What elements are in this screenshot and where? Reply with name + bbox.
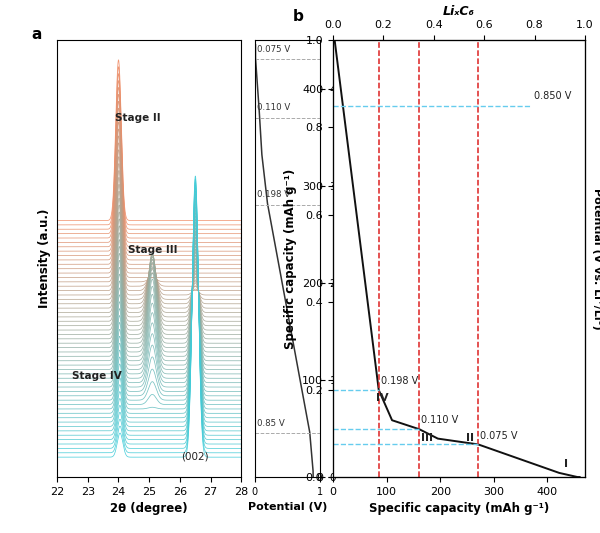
Text: I: I [564,459,568,470]
Text: Stage II: Stage II [115,113,161,123]
Text: a: a [31,27,41,42]
Text: Stage IV: Stage IV [73,371,122,381]
Text: Stage III: Stage III [128,245,177,255]
Text: 0.198 V: 0.198 V [381,376,419,386]
X-axis label: 2θ (degree): 2θ (degree) [110,502,188,515]
X-axis label: Specific capacity (mAh g⁻¹): Specific capacity (mAh g⁻¹) [369,502,549,515]
Text: 0.85 V: 0.85 V [257,418,284,427]
X-axis label: LiₓC₆: LiₓC₆ [443,5,475,18]
Text: 0.075 V: 0.075 V [257,45,290,54]
Y-axis label: Specific capacity (mAh g⁻¹): Specific capacity (mAh g⁻¹) [284,168,296,349]
Text: 0.075 V: 0.075 V [481,431,518,441]
Text: II: II [466,433,474,443]
Y-axis label: Potential (V vs. Li⁺/Li⁰): Potential (V vs. Li⁺/Li⁰) [592,188,600,329]
Text: b: b [293,10,304,25]
Text: 0.110 V: 0.110 V [421,415,459,425]
Text: 0.850 V: 0.850 V [534,91,571,101]
Text: 0.110 V: 0.110 V [257,103,290,112]
Text: (002): (002) [182,451,209,462]
Y-axis label: Specific capacity (mAh g$^{-1}$): Specific capacity (mAh g$^{-1}$) [347,178,363,339]
Y-axis label: Intensity (a.u.): Intensity (a.u.) [38,209,52,308]
X-axis label: Potential (V): Potential (V) [248,502,327,512]
Text: IV: IV [376,392,389,402]
Text: 0.198 V: 0.198 V [257,190,290,199]
Text: III: III [421,433,433,443]
